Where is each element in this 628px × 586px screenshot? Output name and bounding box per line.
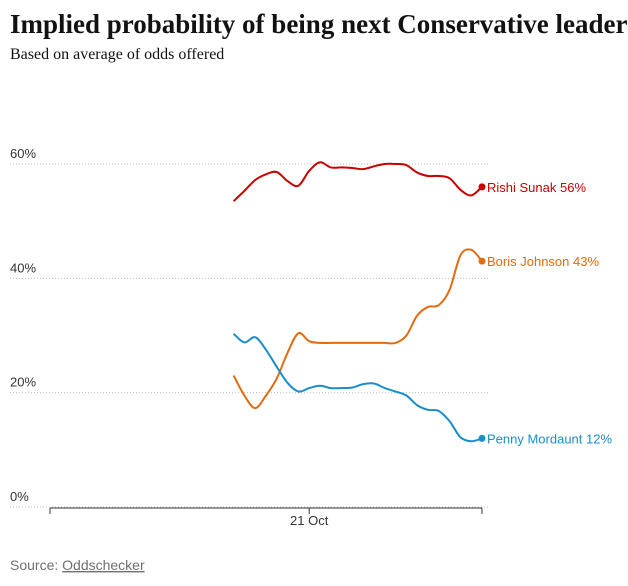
value-label: 12% (586, 431, 612, 446)
end-dot (478, 434, 486, 442)
x-tick-label: 21 Oct (290, 513, 329, 528)
source: Source: Oddschecker (10, 557, 145, 573)
source-link[interactable]: Oddschecker (62, 557, 145, 573)
chart-subtitle: Based on average of odds offered (10, 46, 224, 63)
series-label: Rishi Sunak 56% (487, 180, 586, 195)
series-label: Boris Johnson 43% (487, 254, 599, 269)
end-dot (478, 257, 486, 265)
value-label: 56% (560, 180, 586, 195)
source-label: Source: (10, 557, 58, 573)
chart-title: Implied probability of being next Conser… (10, 9, 628, 39)
series-name: Penny Mordaunt (487, 431, 583, 446)
series-line (232, 333, 483, 443)
series-line (232, 248, 483, 410)
y-tick-label: 40% (10, 260, 36, 275)
series-name: Rishi Sunak (487, 180, 557, 195)
series-name: Boris Johnson (487, 254, 569, 269)
series-line (232, 161, 483, 202)
end-dot (478, 183, 486, 191)
y-tick-label: 0% (10, 489, 29, 504)
value-label: 43% (573, 254, 599, 269)
series-label: Penny Mordaunt 12% (487, 431, 612, 446)
y-tick-label: 20% (10, 375, 36, 390)
y-tick-label: 60% (10, 146, 36, 161)
